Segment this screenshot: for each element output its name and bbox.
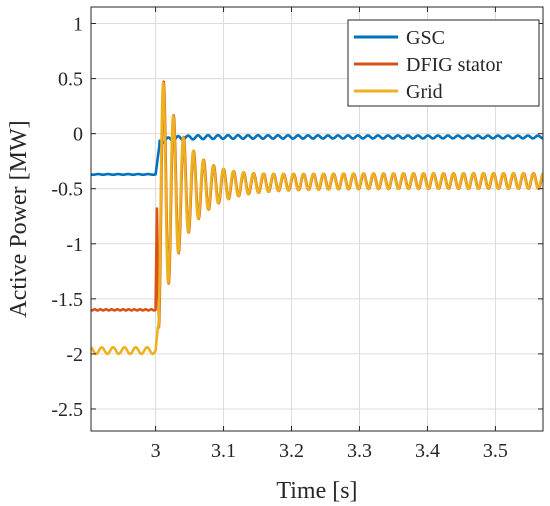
y-tick-label: -2 [66, 344, 83, 366]
y-tick-label: -2.5 [51, 399, 83, 421]
tick-labels: 3 3.1 3.2 3.3 3.4 3.5 1 0.5 0 -0.5 -1 -1.5 -2 -2.5 [51, 14, 508, 462]
legend-label: GSC [406, 27, 445, 49]
legend: GSC DFIG stator Grid [347, 19, 540, 107]
y-tick-label: -1 [66, 234, 83, 256]
series-line-grid [91, 81, 543, 356]
y-tick-label: 0.5 [58, 69, 83, 91]
y-tick-label: 1 [73, 14, 83, 36]
x-tick-label: 3.4 [415, 440, 440, 462]
plot-frame [90, 6, 544, 432]
legend-label: Grid [406, 81, 443, 103]
legend-label: DFIG stator [406, 54, 502, 76]
x-axis-label: Time [s] [276, 478, 357, 504]
ticks [91, 7, 543, 431]
plot-area [91, 80, 543, 356]
y-tick-label: 0 [73, 124, 83, 146]
x-tick-label: 3.5 [483, 440, 508, 462]
y-tick-label: -1.5 [51, 289, 83, 311]
x-tick-label: 3.2 [279, 440, 304, 462]
x-tick-label: 3.1 [211, 440, 236, 462]
x-tick-label: 3 [151, 440, 161, 462]
y-axis-label: Active Power [MW] [6, 120, 32, 317]
y-tick-label: -0.5 [51, 179, 83, 201]
x-tick-label: 3.3 [347, 440, 372, 462]
